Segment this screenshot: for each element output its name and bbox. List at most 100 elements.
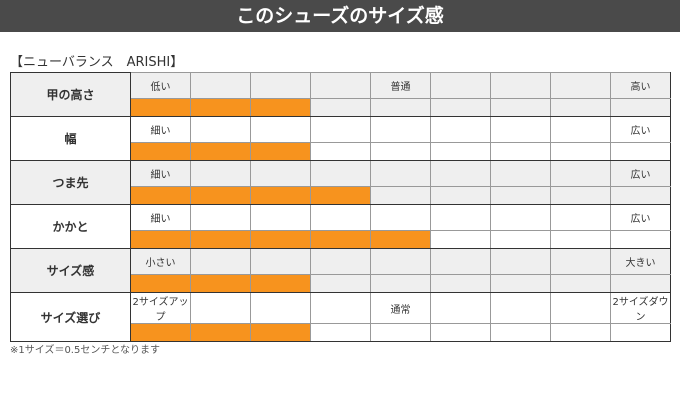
scale-label-cell (190, 292, 251, 324)
level-bar-empty (550, 274, 611, 293)
scale-label-cell (190, 248, 251, 275)
scale-label-cell (430, 204, 491, 231)
page-title: このシューズのサイズ感 (0, 0, 680, 32)
size-row-bar (11, 142, 671, 161)
level-bar-filled (250, 230, 311, 249)
level-bar-empty (610, 142, 671, 161)
scale-label-cell (550, 248, 611, 275)
level-bar-filled (190, 142, 251, 161)
size-row-scale: 幅細い 広い (10, 116, 671, 161)
level-bar-filled (190, 186, 251, 205)
level-bar-filled (130, 142, 191, 161)
scale-label-cell: 細い (130, 204, 191, 231)
level-bar-empty (430, 98, 491, 117)
scale-label-cell (430, 292, 491, 324)
level-bar-filled (190, 98, 251, 117)
scale-label-cell (490, 248, 551, 275)
level-bar-filled (250, 323, 311, 342)
level-bar-filled (190, 230, 251, 249)
size-row-label: かかと (10, 204, 131, 249)
level-bar-filled (130, 274, 191, 293)
scale-label-cell: 低い (130, 72, 191, 99)
level-bar-empty (610, 98, 671, 117)
level-bar-filled (130, 230, 191, 249)
level-bar-empty (550, 323, 611, 342)
level-bar-filled (250, 142, 311, 161)
size-row-scale: サイズ感 小さい 大きい (10, 248, 671, 293)
level-bar-filled (130, 186, 191, 205)
size-row-scale: かかと 細い 広い (10, 204, 671, 249)
size-row-scale: つま先 細い 広い (10, 160, 671, 205)
scale-label-cell: 高い (610, 72, 671, 99)
scale-label-cell: 通常 (370, 292, 431, 324)
scale-label-cell (550, 204, 611, 231)
level-bar-empty (310, 274, 371, 293)
scale-label-cell (250, 160, 311, 187)
level-bar-empty (430, 186, 491, 205)
level-bar-empty (610, 230, 671, 249)
level-bar-empty (610, 274, 671, 293)
scale-label-cell (490, 292, 551, 324)
scale-label-cell (550, 72, 611, 99)
scale-label-cell (430, 160, 491, 187)
scale-label-cell (430, 116, 491, 143)
scale-label-cell (250, 72, 311, 99)
scale-label-cell (190, 204, 251, 231)
scale-label-cell (190, 160, 251, 187)
level-bar-filled (250, 186, 311, 205)
size-row-scale: 甲の高さ 低い 普通 高い (10, 72, 671, 117)
level-bar-empty (490, 186, 551, 205)
level-bar-empty (430, 274, 491, 293)
scale-label-cell (550, 292, 611, 324)
level-bar-empty (550, 186, 611, 205)
size-row-label: 幅 (10, 116, 131, 161)
level-bar-empty (550, 98, 611, 117)
level-bar-filled (190, 323, 251, 342)
scale-label-cell: 2サイズアップ (130, 292, 191, 324)
scale-label-cell (490, 204, 551, 231)
size-note: ※1サイズ＝0.5センチとなります (10, 345, 161, 356)
scale-label-cell: 普通 (370, 72, 431, 99)
level-bar-empty (490, 323, 551, 342)
level-bar-filled (370, 230, 431, 249)
scale-label-cell (250, 248, 311, 275)
size-chart-table: 甲の高さ 低い 普通 高い幅細い 広い つま先 細い 広い かかと 細い 広い サイズ感 小さい 大きいサ… (10, 72, 671, 342)
scale-label-cell: 広い (610, 160, 671, 187)
size-row-bar (11, 274, 671, 293)
size-row-label: つま先 (10, 160, 131, 205)
level-bar-filled (250, 98, 311, 117)
scale-label-cell: 細い (130, 160, 191, 187)
size-row-label: 甲の高さ (10, 72, 131, 117)
scale-label-cell (430, 248, 491, 275)
product-title: 【ニューバランス ARISHI】 (10, 55, 184, 70)
level-bar-empty (430, 142, 491, 161)
size-row-bar (11, 323, 671, 342)
level-bar-empty (370, 142, 431, 161)
level-bar-empty (370, 274, 431, 293)
size-row-label: サイズ感 (10, 248, 131, 293)
scale-label-cell (430, 72, 491, 99)
level-bar-empty (310, 323, 371, 342)
level-bar-filled (310, 230, 371, 249)
scale-label-cell (250, 116, 311, 143)
scale-label-cell (370, 248, 431, 275)
level-bar-filled (250, 274, 311, 293)
level-bar-empty (370, 98, 431, 117)
scale-label-cell: 広い (610, 116, 671, 143)
scale-label-cell (490, 116, 551, 143)
level-bar-empty (310, 98, 371, 117)
scale-label-cell (370, 160, 431, 187)
scale-label-cell (190, 72, 251, 99)
scale-label-cell (490, 160, 551, 187)
scale-label-cell (370, 116, 431, 143)
scale-label-cell (310, 292, 371, 324)
scale-label-cell (250, 292, 311, 324)
level-bar-filled (130, 323, 191, 342)
level-bar-empty (490, 230, 551, 249)
scale-label-cell (370, 204, 431, 231)
level-bar-filled (190, 274, 251, 293)
scale-label-cell (310, 116, 371, 143)
scale-label-cell (490, 72, 551, 99)
level-bar-empty (490, 274, 551, 293)
scale-label-cell: 広い (610, 204, 671, 231)
